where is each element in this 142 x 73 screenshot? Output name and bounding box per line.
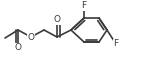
- Text: O: O: [28, 32, 35, 41]
- Text: F: F: [113, 39, 119, 48]
- Text: O: O: [54, 15, 60, 25]
- Text: O: O: [14, 44, 21, 52]
- Text: F: F: [82, 2, 87, 11]
